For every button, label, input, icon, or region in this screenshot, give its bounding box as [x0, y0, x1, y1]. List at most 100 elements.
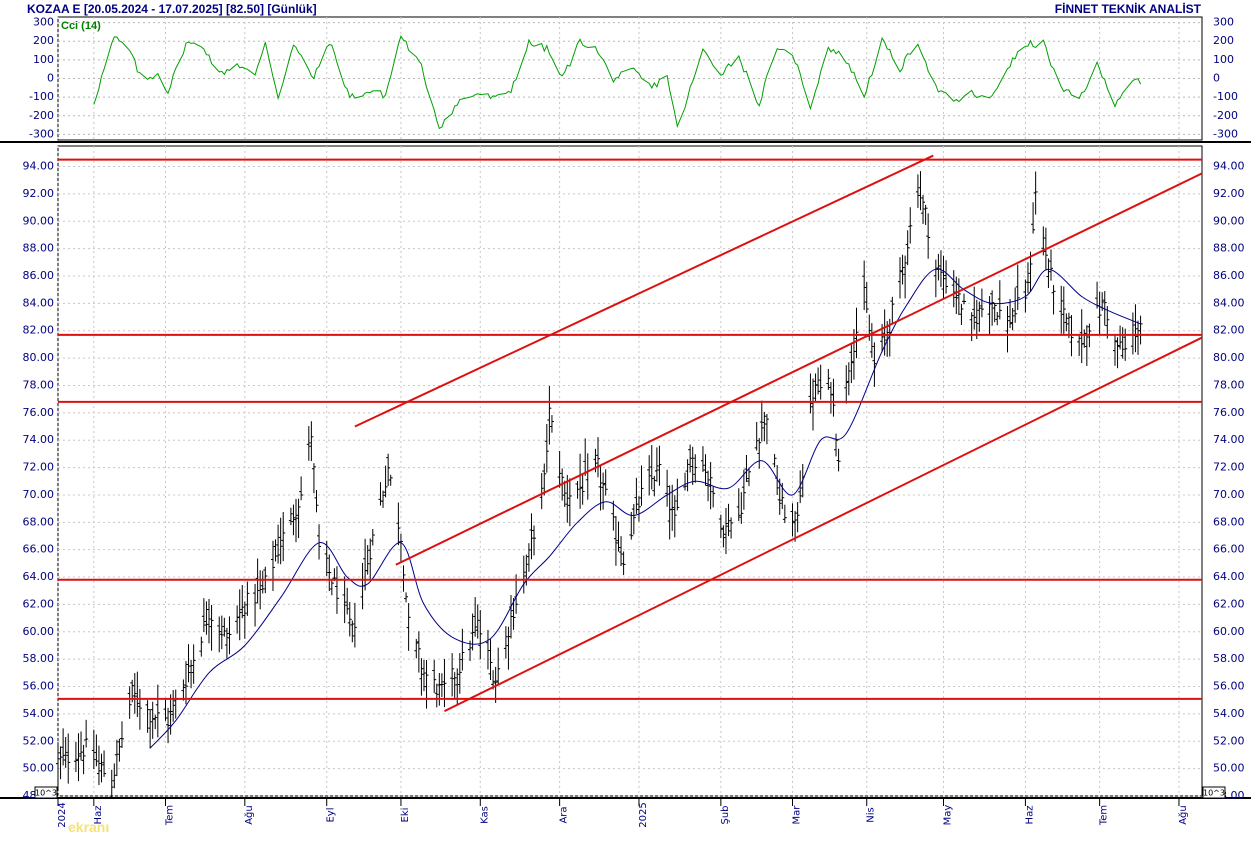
ohlc-bar	[938, 250, 943, 288]
ohlc-bar	[406, 603, 411, 651]
ohlc-bar	[670, 484, 675, 531]
ohlc-bar	[1008, 298, 1013, 329]
ohlc-bar	[685, 459, 690, 492]
ohlc-bar	[96, 745, 101, 786]
ohlc-bar	[56, 742, 60, 789]
ohlc-bar	[135, 671, 140, 717]
ohlc-bar	[66, 733, 71, 784]
price-tick-label-left: 58.00	[23, 652, 55, 665]
ohlc-bar	[736, 488, 741, 522]
ohlc-bar	[990, 290, 995, 326]
ohlc-bar	[672, 495, 677, 538]
time-axis-label: Şub	[720, 805, 731, 824]
ohlc-bar	[296, 498, 301, 539]
price-tick-label-left: 92.00	[23, 187, 55, 200]
ohlc-bar	[109, 769, 114, 799]
ohlc-bar	[532, 525, 537, 556]
ohlc-bar	[227, 616, 232, 655]
price-tick-label-left: 68.00	[23, 515, 55, 528]
time-axis-label: Tem	[1099, 805, 1110, 826]
ohlc-bar	[762, 411, 767, 442]
ohlc-bar	[844, 365, 849, 404]
ohlc-bar	[649, 444, 654, 490]
ohlc-bar	[222, 617, 227, 637]
price-tick-label-left: 50.00	[23, 762, 55, 775]
ohlc-bar	[898, 257, 903, 299]
ohlc-bar	[81, 744, 86, 775]
ohlc-bar	[191, 644, 196, 684]
ohlc-bar	[683, 472, 688, 491]
ohlc-bar	[276, 524, 281, 564]
trend-channel-line	[444, 336, 1203, 713]
ohlc-bar	[974, 299, 979, 340]
ohlc-bar	[826, 368, 831, 390]
ohlc-bar	[700, 446, 705, 472]
ohlc-bar	[726, 503, 731, 537]
ohlc-bar	[201, 598, 206, 632]
ohlc-bar	[1112, 335, 1117, 366]
price-tick-label-right: 74.00	[1213, 433, 1245, 446]
ohlc-bar	[365, 545, 370, 575]
ohlc-bar	[398, 533, 403, 562]
ohlc-bar	[506, 626, 511, 670]
time-axis-label: Eki	[400, 808, 411, 823]
ohlc-bar	[890, 296, 895, 325]
cci-tick-label-left: 300	[33, 16, 54, 29]
ohlc-bar	[690, 446, 695, 485]
moving-average-line	[149, 268, 1141, 749]
ohlc-bar	[460, 628, 465, 671]
cci-tick-label-right: 0	[1213, 72, 1220, 85]
price-tick-label-left: 76.00	[23, 406, 55, 419]
ohlc-bar	[421, 659, 426, 692]
ohlc-bar	[764, 413, 769, 445]
time-axis-label: Mar	[792, 805, 803, 825]
ohlc-bar	[747, 468, 752, 487]
ohlc-bar	[675, 478, 680, 511]
ohlc-bar	[76, 733, 81, 782]
ohlc-bar	[777, 478, 782, 515]
ohlc-bar	[1015, 264, 1020, 311]
ohlc-bar	[181, 679, 186, 701]
ohlc-bar	[306, 426, 311, 461]
ohlc-bar	[977, 301, 982, 332]
ohlc-bar	[127, 686, 132, 719]
price-tick-label-left: 62.00	[23, 597, 55, 610]
ohlc-bar	[478, 610, 483, 660]
ohlc-bar	[334, 566, 339, 614]
ohlc-bar	[836, 448, 841, 472]
price-unit-box-left-text: 10^3	[35, 789, 57, 798]
ohlc-bar	[944, 260, 949, 294]
ohlc-bar	[503, 626, 508, 659]
ohlc-bar	[544, 423, 549, 473]
ohlc-bar	[869, 323, 874, 358]
ohlc-bar	[1005, 306, 1010, 353]
ohlc-bar	[253, 583, 258, 627]
ohlc-bar	[1031, 202, 1036, 234]
watermark-text: ekranı	[68, 819, 110, 835]
cci-tick-label-right: 100	[1213, 53, 1234, 66]
ohlc-bar	[150, 701, 155, 739]
ohlc-bar	[611, 500, 616, 531]
chart-title: KOZAA E [20.05.2024 - 17.07.2025] [82.50…	[27, 2, 317, 16]
ohlc-bar	[1061, 286, 1066, 335]
ohlc-bar	[199, 636, 204, 657]
ohlc-bar	[693, 454, 698, 483]
price-tick-label-right: 72.00	[1213, 461, 1245, 474]
ohlc-bar	[457, 653, 462, 694]
ohlc-bar	[652, 475, 657, 497]
ohlc-bar	[759, 400, 764, 442]
ohlc-bar	[1028, 251, 1033, 292]
ohlc-bar	[63, 736, 68, 768]
ohlc-bar	[831, 378, 836, 417]
cci-tick-label-right: -100	[1213, 90, 1238, 103]
time-axis-label: Kas	[479, 806, 490, 824]
ohlc-bar	[923, 204, 928, 225]
ohlc-bar	[941, 255, 946, 300]
ohlc-bar	[1097, 291, 1102, 336]
ohlc-bar	[450, 653, 455, 697]
ohlc-bar	[58, 746, 63, 780]
price-tick-label-right: 86.00	[1213, 269, 1245, 282]
cci-line	[93, 35, 1142, 130]
ohlc-bar	[386, 453, 391, 487]
